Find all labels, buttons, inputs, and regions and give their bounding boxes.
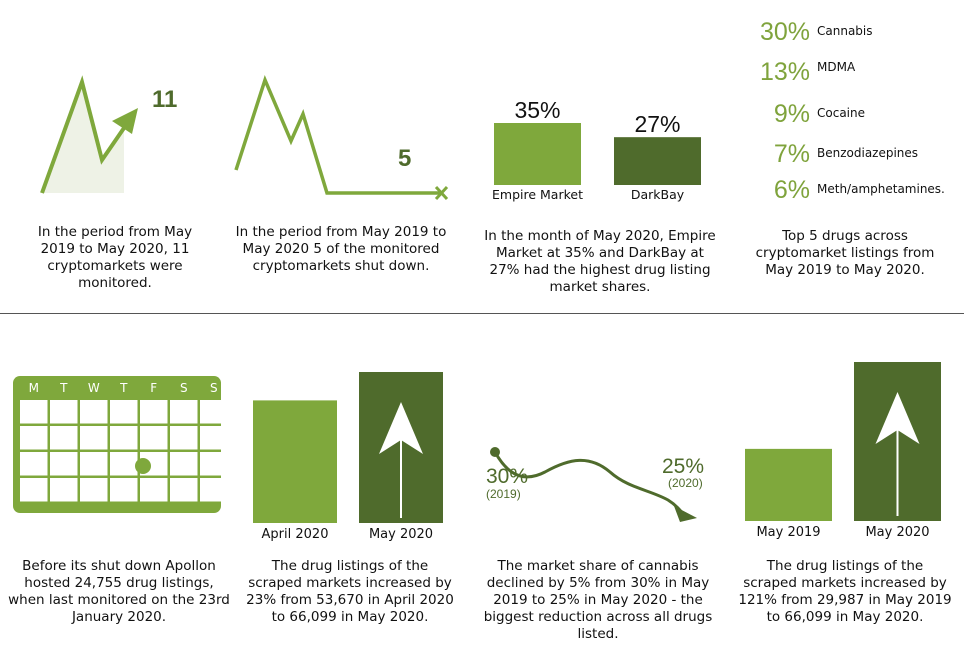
calendar-cell (110, 452, 138, 476)
cannabis-end-value: 25% (662, 455, 705, 478)
drug-share-value-2: 9% (773, 100, 810, 128)
drug-name-label-3: Benzodiazepines (817, 146, 919, 160)
shutdown-count: 5 (398, 145, 412, 172)
listings-2020-category-label-1: May 2020 (369, 527, 433, 542)
listings-yoy-category-label-0: May 2019 (756, 525, 820, 540)
calendar-cell (50, 452, 78, 476)
drug-share-value-0: 30% (759, 18, 810, 46)
calendar-cell (80, 400, 108, 424)
calendar-cell (140, 426, 168, 450)
listings-2020-caption: The drug listings of the scraped markets… (246, 558, 454, 625)
growth-arrow-icon (875, 392, 920, 516)
calendar-day-label-0: M (29, 381, 39, 395)
listings-yoy-caption: The drug listings of the scraped markets… (738, 558, 952, 625)
drug-name-label-1: MDMA (817, 60, 856, 74)
calendar-cell (200, 452, 228, 476)
calendar-cell (170, 426, 198, 450)
apollon-caption: Before its shut down Apollon hosted 24,7… (8, 558, 230, 625)
calendar-day-label-4: F (150, 381, 157, 395)
calendar-cell (50, 400, 78, 424)
calendar-cell (110, 400, 138, 424)
calendar-cell (80, 478, 108, 502)
calendar-day-label-3: T (119, 381, 128, 395)
cannabis-end-year: (2020) (668, 476, 703, 490)
calendar-cell (110, 478, 138, 502)
calendar-cell (20, 452, 48, 476)
cannabis-caption: The market share of cannabis declined by… (483, 558, 713, 642)
calendar-day-label-1: T (59, 381, 68, 395)
drug-share-value-3: 7% (773, 140, 810, 168)
drug-name-label-4: Meth/amphetamines. (817, 182, 945, 196)
drug-share-value-1: 13% (759, 58, 810, 86)
listings-yoy-bar-1 (854, 362, 941, 521)
calendar-cell (140, 400, 168, 424)
shutdown-caption: In the period from May 2019 to May 2020 … (235, 224, 447, 274)
section-divider (0, 313, 964, 314)
calendar-cell (50, 478, 78, 502)
monitored-caption: In the period from May 2019 to May 2020,… (37, 224, 193, 291)
calendar-cell (50, 426, 78, 450)
top-drugs-caption: Top 5 drugs across cryptomarket listings… (755, 228, 935, 278)
calendar-cell (170, 400, 198, 424)
drug-name-label-0: Cannabis (817, 24, 873, 38)
growth-arrow-icon (379, 402, 423, 518)
listings-yoy-category-label-1: May 2020 (865, 525, 929, 540)
market-share-caption: In the month of May 2020, Empire Market … (484, 228, 716, 295)
decline-arrow-head-icon (674, 506, 697, 522)
listings-yoy-bar-0 (745, 448, 832, 521)
calendar-cell (20, 426, 48, 450)
cannabis-start-year: (2019) (486, 487, 521, 501)
calendar-day-label-6: S (210, 381, 218, 395)
drug-share-value-4: 6% (773, 176, 810, 204)
calendar-cell (110, 426, 138, 450)
calendar-cell (140, 478, 168, 502)
monitored-count: 11 (152, 86, 178, 113)
calendar-cell (200, 478, 228, 502)
drug-name-label-2: Cocaine (817, 106, 865, 120)
calendar-cell (20, 400, 48, 424)
calendar-cell (200, 400, 228, 424)
calendar-day-label-2: W (88, 381, 100, 395)
calendar-cell (80, 426, 108, 450)
listings-2020-category-label-0: April 2020 (262, 527, 329, 542)
calendar-cell (170, 478, 198, 502)
cannabis-start-value: 30% (486, 465, 529, 488)
calendar-marked-date-icon (135, 458, 151, 474)
listings-2020-bar-1 (359, 372, 443, 523)
calendar-cell (80, 452, 108, 476)
calendar-cell (200, 426, 228, 450)
calendar-day-label-5: S (180, 381, 188, 395)
calendar-cell (170, 452, 198, 476)
calendar-cell (20, 478, 48, 502)
decline-start-dot-icon (490, 447, 500, 457)
calendar-cell (140, 452, 168, 476)
listings-2020-bar-0 (253, 400, 337, 523)
